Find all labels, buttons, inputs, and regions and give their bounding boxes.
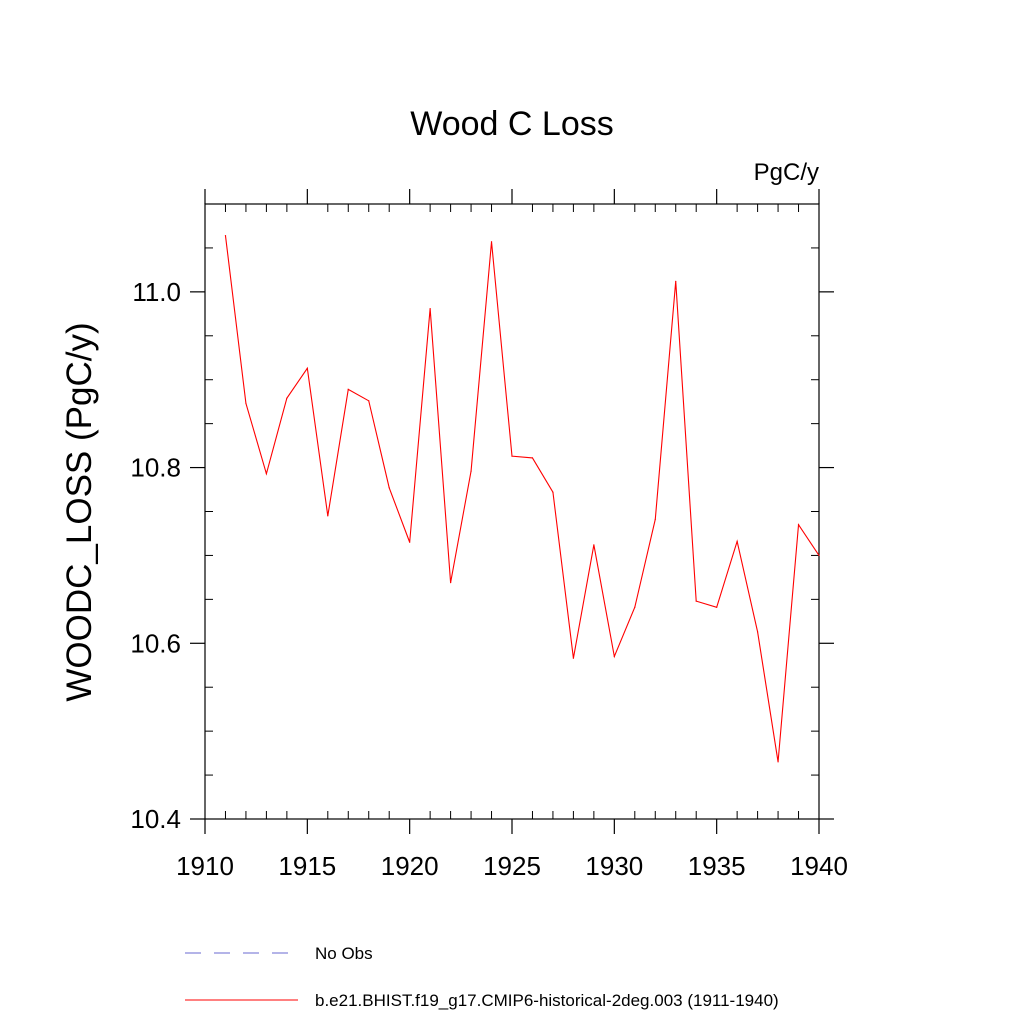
data-point <box>306 367 308 369</box>
data-point <box>818 554 820 557</box>
units-label: PgC/y <box>754 159 819 186</box>
legend-label: b.e21.BHIST.f19_g17.CMIP6-historical-2de… <box>315 991 779 1010</box>
data-point <box>695 600 697 602</box>
data-point <box>654 518 656 521</box>
data-point <box>388 487 390 489</box>
legend-label: No Obs <box>315 944 373 963</box>
data-point <box>797 524 800 526</box>
data-point <box>224 235 227 237</box>
y-tick-label: 10.4 <box>130 804 181 834</box>
data-point <box>531 457 534 459</box>
data-point <box>777 761 779 763</box>
axes: 10.4 10.6 10.8 11.0 1910 1915 1920 1925 1930 1935… <box>130 189 848 881</box>
data-point <box>552 491 554 493</box>
data-point <box>634 606 636 608</box>
data-point <box>286 397 288 399</box>
data-point <box>572 657 575 659</box>
y-tick-label: 11.0 <box>132 277 181 307</box>
x-tick-label: 1940 <box>790 851 848 881</box>
data-point <box>347 388 349 390</box>
data-point <box>450 582 452 584</box>
data-point <box>757 631 759 633</box>
data-point <box>613 655 615 658</box>
plot-frame <box>204 203 820 820</box>
y-tick-label: 10.6 <box>130 628 181 658</box>
data-point <box>368 400 370 402</box>
data-point <box>429 307 431 310</box>
data-point <box>675 280 677 282</box>
y-tick-label: 10.8 <box>130 453 181 483</box>
data-point <box>409 541 411 543</box>
data-point <box>265 473 267 475</box>
x-tick-label: 1935 <box>688 851 746 881</box>
y-axis-label: WOODC_LOSS (PgC/y) <box>60 322 99 701</box>
legend: No Obs b.e21.BHIST.f19_g17.CMIP6-historic… <box>185 944 779 1010</box>
x-tick-label: 1920 <box>381 851 439 881</box>
data-point <box>736 540 738 542</box>
data-point <box>327 515 329 517</box>
x-tick-label: 1910 <box>176 851 234 881</box>
data-point <box>245 402 247 405</box>
data-point <box>490 241 493 243</box>
data-point <box>470 470 472 472</box>
series-line <box>224 235 820 762</box>
plot-area <box>224 235 820 763</box>
chart-title: Wood C Loss <box>410 105 613 143</box>
x-tick-label: 1930 <box>585 851 643 881</box>
data-point <box>511 455 513 457</box>
x-tick-label: 1915 <box>278 851 336 881</box>
data-point <box>593 544 595 546</box>
x-tick-label: 1925 <box>483 851 541 881</box>
data-point <box>716 606 718 608</box>
